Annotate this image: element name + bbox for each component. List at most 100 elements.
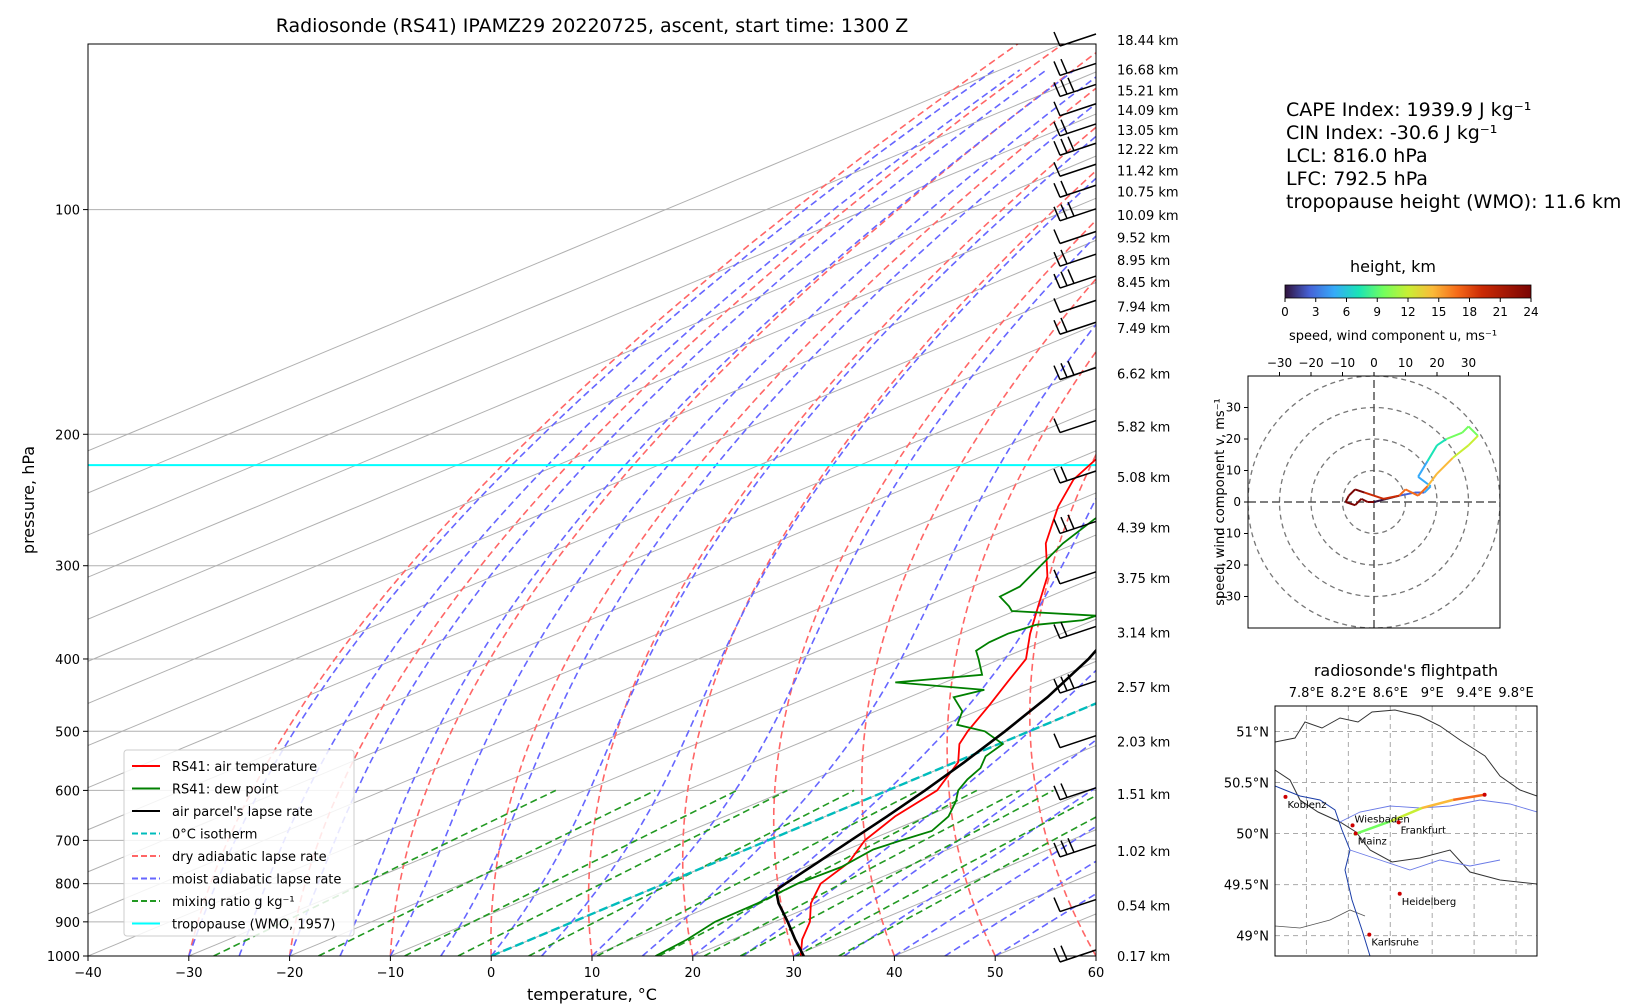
wind-barb-flag — [1060, 516, 1068, 532]
index-text: CAPE Index: 1939.9 J kg⁻¹ — [1286, 99, 1531, 121]
moist-adiabat-line — [893, 825, 1096, 956]
dry-adiabat-line — [1614, 0, 1640, 956]
wind-barb-staff — [1059, 366, 1097, 381]
mixing-ratio-line — [213, 789, 557, 956]
dry-adiabat-line — [1028, 452, 1096, 956]
colorbar-ticks: 0 3 6 9 12 15 18 21 24 — [1281, 298, 1539, 319]
wind-barbs — [1053, 31, 1097, 963]
legend-label: RS41: dew point — [172, 783, 279, 798]
hodograph-segment — [1354, 488, 1365, 494]
height-label: 8.45 km — [1117, 276, 1170, 291]
height-label: 2.03 km — [1117, 736, 1170, 751]
track-end-marker — [1482, 792, 1487, 797]
moist-adiabat-line — [389, 75, 1096, 956]
wind-barb-flag — [1060, 138, 1068, 154]
y-tick-label: 100 — [55, 204, 80, 219]
wind-barb-staff — [1059, 680, 1097, 694]
wind-barb-flag — [1067, 674, 1075, 689]
height-label: 0.17 km — [1117, 950, 1170, 965]
dry-adiabat-line — [772, 219, 1096, 956]
dew-point-line — [655, 516, 1096, 956]
wind-barb-flag — [1053, 31, 1061, 47]
map-lat-label: 49°N — [1236, 930, 1269, 945]
moist-adiabat-line — [288, 69, 1047, 956]
x-tick-label: −30 — [175, 966, 202, 981]
flight-track-segment — [1421, 798, 1454, 810]
wind-barb-staff — [1059, 123, 1097, 137]
hodo-y-tick-label: 0 — [1233, 495, 1241, 509]
wind-barb-flag — [1060, 317, 1068, 333]
height-label: 9.52 km — [1117, 231, 1170, 246]
wind-barb-staff — [1059, 898, 1097, 913]
wind-barb-flag — [1053, 101, 1061, 117]
wind-barb-staff — [1059, 184, 1097, 198]
moist-adiabat-line — [944, 860, 1096, 956]
height-label: 13.05 km — [1117, 124, 1179, 139]
wind-barb-flag — [1053, 468, 1061, 484]
wind-barb-icon — [1053, 249, 1097, 267]
wind-barb-icon — [1053, 945, 1097, 963]
colorbar-tick-label: 15 — [1431, 305, 1446, 319]
wind-barb-staff — [1059, 62, 1097, 77]
wind-barb-staff — [1059, 787, 1097, 801]
wind-barb-flag — [1060, 204, 1068, 219]
wind-barb-icon — [1053, 31, 1097, 47]
legend-label: mixing ratio g kg⁻¹ — [172, 895, 295, 910]
height-label: 1.51 km — [1117, 788, 1170, 803]
moist-adiabat-line — [490, 135, 1096, 956]
city-marker — [1350, 823, 1355, 828]
colorbar-tick-label: 21 — [1493, 305, 1508, 319]
x-tick-label: −20 — [276, 966, 303, 981]
colorbar-tick-label: 18 — [1462, 305, 1477, 319]
mixing-ratio-line — [318, 789, 656, 956]
y-tick-label: 800 — [55, 878, 80, 893]
wind-barb-icon — [1053, 180, 1097, 198]
wind-barb-icon — [1053, 360, 1097, 381]
map-lon-label: 7.8°E — [1289, 686, 1324, 701]
x-tick-label: −10 — [377, 966, 404, 981]
map-lat-label: 50°N — [1236, 828, 1269, 843]
wind-barb-flag — [1060, 249, 1068, 265]
moist-adiabat-line — [641, 323, 1096, 956]
wind-barb-flag — [1053, 418, 1061, 433]
chart-title: Radiosonde (RS41) IPAMZ29 20220725, asce… — [276, 15, 909, 37]
moist-adiabat-line — [994, 892, 1096, 956]
index-text: LFC: 792.5 hPa — [1286, 168, 1428, 190]
height-label: 7.94 km — [1117, 300, 1170, 315]
height-label: 15.21 km — [1117, 84, 1179, 99]
mixing-ratio-line — [703, 789, 1020, 956]
moist-adiabat-line — [742, 669, 1096, 956]
map-lat-label: 50.5°N — [1224, 777, 1269, 792]
hodograph-segment — [1426, 444, 1438, 462]
hodograph-segment — [1417, 460, 1429, 478]
wind-barb-staff — [1059, 625, 1097, 640]
city-label: Frankfurt — [1401, 825, 1446, 836]
wind-barb-flag — [1053, 140, 1061, 156]
y-tick-label: 900 — [55, 916, 80, 931]
hodograph-segment — [1348, 488, 1356, 497]
wind-barb-icon — [1053, 733, 1097, 749]
isotherm-line — [88, 197, 1096, 620]
map-axes: 7.8°E 8.2°E 8.6°E 9°E 9.4°E 9.8°E 51°N 50.5°N 50… — [1224, 686, 1534, 945]
wind-barb-staff — [1059, 103, 1097, 117]
x-tick-label: 30 — [785, 966, 802, 981]
height-label: 1.02 km — [1117, 845, 1170, 860]
x-tick-label: 40 — [886, 966, 903, 981]
hodograph-title: speed, wind component u, ms⁻¹ — [1289, 329, 1497, 344]
wind-barb-staff — [1059, 571, 1097, 585]
height-label: 10.09 km — [1117, 209, 1179, 224]
wind-barb-flag — [1060, 58, 1068, 74]
city-marker — [1367, 932, 1372, 937]
wind-barb-staff — [1059, 83, 1097, 98]
moist-adiabat-line — [440, 102, 1096, 956]
isotherm-line — [88, 155, 1096, 578]
wind-barb-staff — [1059, 230, 1097, 245]
wind-barb-flag — [1053, 251, 1061, 267]
height-label: 12.22 km — [1117, 143, 1179, 158]
moist-adiabat-line — [541, 177, 1096, 956]
dry-adiabat-line — [681, 169, 1096, 956]
wind-barb-flag — [1060, 271, 1068, 287]
wind-barb-flag — [1053, 519, 1061, 534]
